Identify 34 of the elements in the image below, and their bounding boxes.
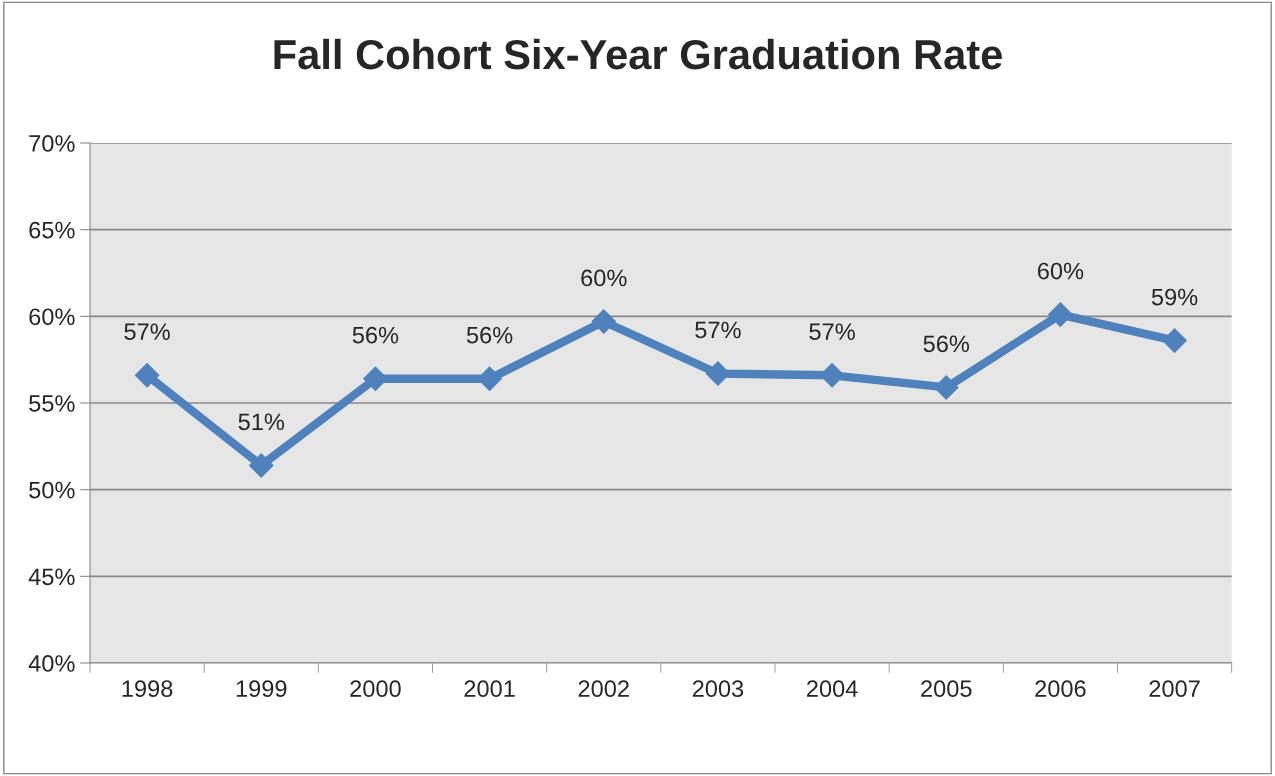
data-label: 51% (238, 413, 285, 431)
y-tick-label: 50% (29, 481, 75, 499)
y-tick-label: 70% (29, 135, 75, 152)
data-label: 60% (1037, 262, 1084, 280)
y-tick-label: 60% (29, 308, 75, 326)
x-tick-label: 2003 (692, 680, 744, 698)
x-tick-label: 2004 (807, 680, 858, 698)
point (933, 375, 959, 400)
point (1162, 328, 1187, 353)
data-label: 57% (809, 323, 855, 341)
x-tick-label: 1998 (122, 680, 173, 698)
x-tick-label: 2007 (1149, 680, 1200, 698)
point (134, 362, 160, 388)
x-tick-label: 2001 (464, 680, 515, 698)
x-tick-label: 1999 (236, 680, 287, 698)
y-tick-label: 45% (28, 568, 75, 586)
data-label: 57% (695, 321, 741, 339)
x-tick-label: 2006 (1035, 680, 1086, 698)
point (1048, 302, 1073, 327)
chart-title: Fall Cohort Six-Year Graduation Rate (274, 38, 1002, 70)
y-tick-label: 40% (28, 655, 75, 672)
point (248, 453, 274, 478)
x-tick-label: 2005 (921, 680, 972, 698)
point (591, 309, 617, 334)
y-tick-label: 55% (29, 395, 75, 412)
data-label: 56% (923, 335, 970, 353)
data-label: 56% (466, 326, 513, 344)
x-tick-label: 2002 (578, 680, 629, 698)
data-label: 57% (124, 323, 170, 341)
data-label: 60% (581, 269, 627, 287)
data-label: 59% (1151, 288, 1198, 306)
x-tick-label: 2000 (350, 680, 401, 698)
data-label: 56% (352, 326, 399, 344)
y-tick-label: 65% (29, 221, 75, 239)
